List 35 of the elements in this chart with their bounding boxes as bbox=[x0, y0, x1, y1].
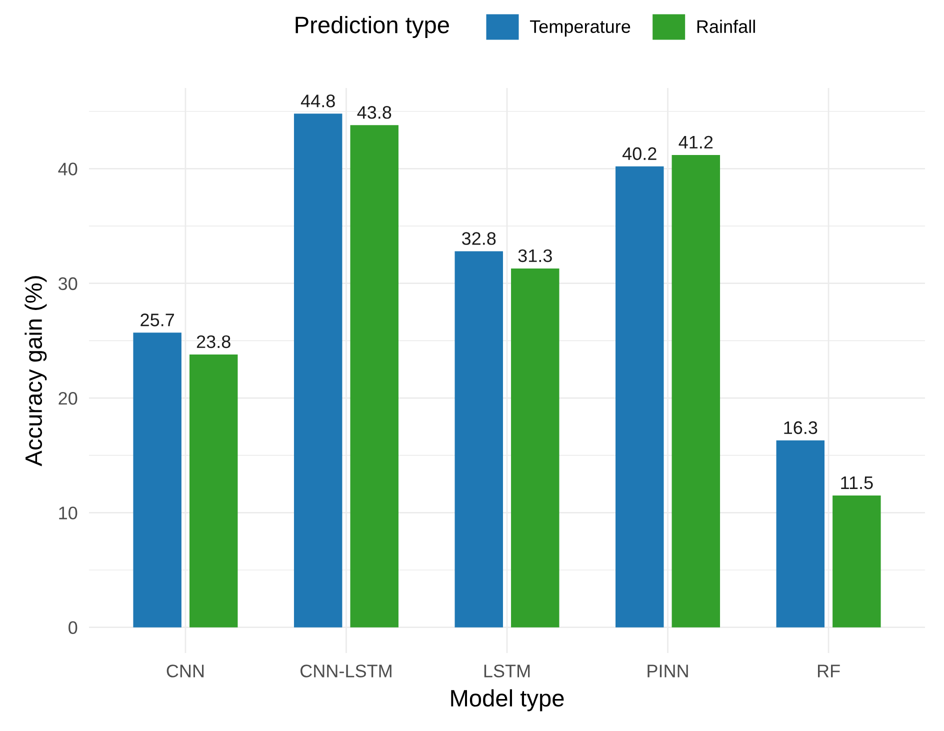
y-tick-label: 0 bbox=[68, 621, 78, 634]
data-label: 41.2 bbox=[678, 136, 713, 148]
data-label: 23.8 bbox=[196, 335, 230, 348]
y-tick-label: 10 bbox=[59, 506, 78, 520]
data-label: 31.3 bbox=[518, 249, 552, 262]
y-tick-label: 30 bbox=[58, 277, 78, 290]
data-label: 40.2 bbox=[622, 147, 656, 160]
data-label: 25.7 bbox=[140, 314, 174, 326]
bar bbox=[776, 440, 825, 628]
data-label: 11.5 bbox=[841, 476, 873, 490]
data-label: 43.8 bbox=[357, 106, 392, 119]
data-label: 16.3 bbox=[784, 421, 818, 434]
x-tick-label: RF bbox=[818, 664, 840, 678]
legend-label: Temperature bbox=[530, 20, 630, 37]
x-tick-label: LSTM bbox=[484, 664, 530, 678]
bar bbox=[350, 125, 398, 628]
bar bbox=[511, 268, 560, 628]
y-tick-label: 40 bbox=[58, 162, 78, 176]
legend-title: Prediction type bbox=[296, 16, 449, 38]
x-tick-label: PINN bbox=[648, 664, 688, 678]
bar bbox=[672, 154, 720, 628]
x-tick-label: CNN-LSTM bbox=[300, 664, 392, 678]
x-axis-title: Model type bbox=[451, 689, 564, 712]
bar bbox=[616, 166, 664, 628]
bar bbox=[133, 332, 182, 628]
data-label: 32.8 bbox=[462, 232, 496, 245]
bar bbox=[294, 114, 342, 628]
legend-label: Rainfall bbox=[697, 20, 755, 33]
bar bbox=[189, 354, 238, 628]
bar bbox=[832, 495, 881, 628]
y-axis-title: Accuracy gain (%) bbox=[24, 276, 47, 466]
x-tick-label: CNN bbox=[166, 664, 204, 678]
y-tick-label: 20 bbox=[58, 392, 78, 405]
bar bbox=[454, 251, 503, 628]
data-label: 44.8 bbox=[300, 94, 335, 108]
